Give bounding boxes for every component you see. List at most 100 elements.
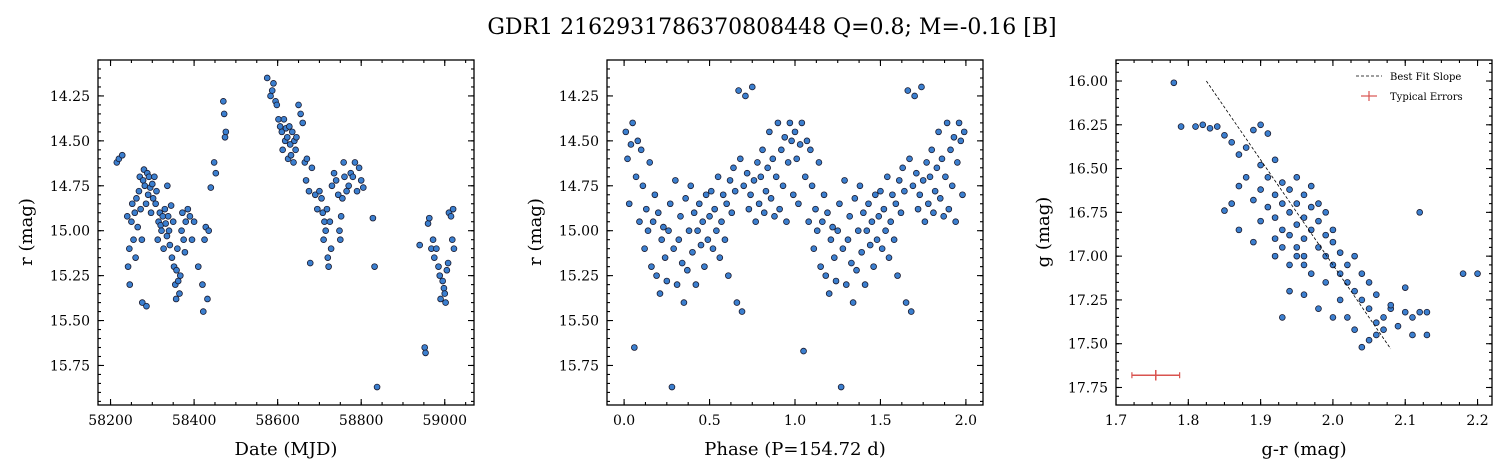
data-point	[957, 137, 965, 145]
data-point	[181, 248, 189, 256]
data-point	[721, 236, 729, 243]
data-point	[425, 214, 433, 222]
data-point	[631, 344, 638, 351]
data-point	[803, 137, 811, 145]
data-point	[131, 209, 139, 217]
data-point	[643, 205, 650, 213]
data-point	[873, 236, 881, 243]
data-point	[707, 187, 715, 195]
data-point	[321, 218, 328, 226]
data-point	[1235, 182, 1243, 190]
data-point	[201, 236, 208, 243]
data-point	[444, 259, 452, 267]
phase-ticks: 0.0 0.5 1.0 1.5 2.0 14.25 14.50 14.75 15.00 15.25…	[559, 59, 983, 429]
data-point	[1380, 314, 1387, 321]
cmd-xlabel: g-r (mag)	[1261, 439, 1346, 460]
data-point	[275, 115, 282, 123]
data-point	[164, 182, 171, 190]
data-point	[167, 202, 175, 209]
cmd-ticks: 1.7 1.8 1.9 2.0 2.1 2.2 16.00 16.25 16.50 16.75 17…	[1068, 60, 1492, 429]
data-point	[337, 213, 345, 220]
data-point	[1250, 196, 1257, 204]
y-tick-label: 14.75	[559, 179, 599, 195]
y-tick-label: 15.00	[559, 224, 599, 240]
data-point	[759, 146, 766, 154]
data-point	[1336, 249, 1344, 256]
data-point	[1235, 151, 1243, 158]
data-point	[766, 128, 773, 136]
y-tick-label: 14.25	[559, 89, 599, 105]
data-point	[174, 277, 182, 285]
x-tick-label: 58400	[172, 413, 217, 429]
data-point	[858, 248, 865, 256]
data-point	[371, 263, 378, 270]
data-point	[760, 209, 768, 217]
data-point	[914, 205, 922, 213]
data-point	[685, 227, 693, 235]
data-point	[632, 173, 640, 181]
data-point	[308, 164, 316, 172]
data-point	[925, 200, 932, 208]
data-point	[369, 214, 377, 222]
data-point	[163, 232, 171, 240]
data-point	[663, 277, 671, 285]
y-tick-label: 17.50	[1068, 337, 1108, 353]
data-point	[660, 223, 667, 231]
data-point	[690, 209, 698, 217]
data-point	[730, 164, 737, 172]
data-point	[1315, 200, 1322, 207]
data-point	[798, 119, 806, 127]
data-point	[295, 101, 302, 109]
data-point	[134, 223, 141, 231]
data-point	[1336, 270, 1344, 277]
data-point	[435, 263, 442, 270]
data-point	[829, 223, 836, 231]
data-point	[866, 241, 874, 249]
data-point	[731, 187, 739, 195]
data-point	[812, 205, 819, 213]
data-point	[145, 173, 153, 181]
data-point	[1307, 182, 1315, 190]
data-point	[178, 227, 185, 235]
figure-title: GDR1 2162931786370808448 Q=0.8; M=-0.16 …	[487, 15, 1056, 40]
data-point	[1221, 132, 1228, 139]
data-point	[1206, 124, 1214, 132]
data-point	[447, 213, 455, 220]
data-point	[945, 205, 953, 213]
light-curve-frame	[97, 59, 475, 406]
data-point	[182, 218, 190, 226]
x-tick-label: 1.7	[1105, 413, 1127, 429]
data-point	[1271, 214, 1279, 221]
data-point	[748, 83, 756, 91]
data-point	[778, 146, 785, 154]
data-point	[359, 184, 367, 191]
data-point	[848, 259, 855, 267]
data-point	[899, 164, 906, 172]
data-point	[330, 169, 338, 177]
data-point	[701, 263, 708, 270]
x-tick-label: 58800	[339, 413, 384, 429]
data-point	[718, 218, 725, 226]
data-point	[1257, 161, 1264, 169]
data-point	[863, 227, 871, 235]
data-point	[290, 159, 297, 166]
data-point	[875, 213, 883, 220]
data-point	[164, 213, 172, 220]
data-point	[733, 299, 741, 306]
data-point	[123, 213, 131, 220]
data-point	[440, 284, 448, 292]
data-point	[817, 263, 824, 270]
data-point	[160, 245, 167, 252]
data-point	[124, 263, 132, 270]
data-point	[673, 281, 681, 288]
data-point	[199, 308, 207, 315]
data-point	[341, 173, 348, 181]
data-point	[1271, 235, 1279, 242]
data-point	[872, 191, 879, 199]
data-point	[436, 272, 444, 279]
data-point	[904, 87, 912, 94]
data-point	[916, 191, 924, 199]
data-point	[1307, 270, 1315, 277]
data-point	[653, 272, 660, 279]
data-point	[824, 209, 831, 217]
